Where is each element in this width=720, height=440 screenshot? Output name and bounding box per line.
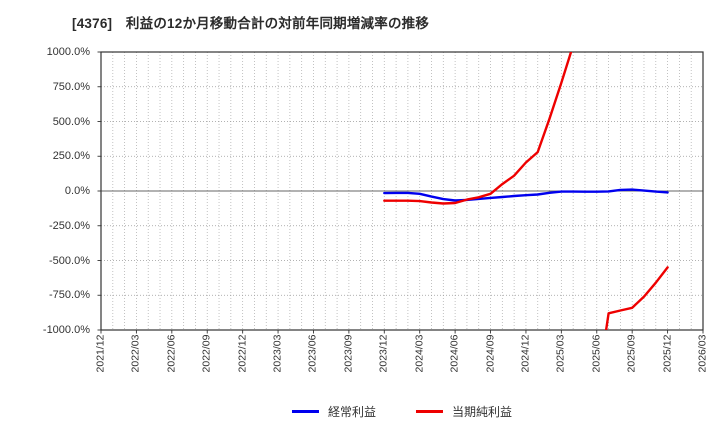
series-line-ordinary-profit [383,188,669,202]
x-tick-label: 2024/12 [519,334,532,373]
x-tick-label: 2024/06 [448,334,461,373]
y-tick-label: 0.0% [64,185,90,197]
x-tick-label: 2025/03 [554,334,567,373]
x-tick-label: 2022/12 [236,334,249,373]
x-tick-label: 2025/06 [590,334,603,373]
y-tick-label: 250.0% [52,150,90,163]
x-tick-label: 2024/09 [484,334,497,373]
x-tick-label: 2021/12 [94,334,107,373]
x-tick-label: 2022/06 [165,334,178,373]
y-tick-label: 1000.0% [46,46,90,58]
y-tick-label: -1000.0% [42,324,90,336]
chart-title: [4376] 利益の12か月移動合計の対前年同期増減率の推移 [72,16,430,31]
y-tick-label: 750.0% [52,80,90,93]
x-tick-label: 2025/09 [625,334,638,373]
x-tick-label: 2026/03 [696,334,709,373]
x-tick-label: 2023/03 [271,334,284,373]
legend-line-ordinary-profit-icon [291,410,319,413]
y-tick-label: -750.0% [49,289,90,302]
x-tick-label: 2022/03 [129,334,142,373]
legend-item-ordinary-profit: 経常利益 [291,403,376,420]
x-tick-label: 2023/06 [306,334,319,373]
legend-line-net-profit-icon [416,410,443,413]
x-tick-label: 2025/12 [661,334,674,373]
legend-item-net-profit: 当期純利益 [416,403,512,420]
y-tick-label: 500.0% [52,115,90,128]
x-tick-label: 2024/03 [413,334,426,373]
x-tick-label: 2023/12 [377,334,390,373]
series-line-net-profit [383,52,669,330]
legend-label-net-profit: 当期純利益 [452,405,513,419]
x-tick-label: 2023/09 [342,334,355,373]
legend-label-ordinary-profit: 経常利益 [327,405,376,419]
x-tick-label: 2022/09 [200,334,213,373]
y-tick-label: -250.0% [49,219,90,232]
chart-legend: 経常利益 当期純利益 [291,403,512,420]
y-tick-label: -500.0% [49,254,90,267]
